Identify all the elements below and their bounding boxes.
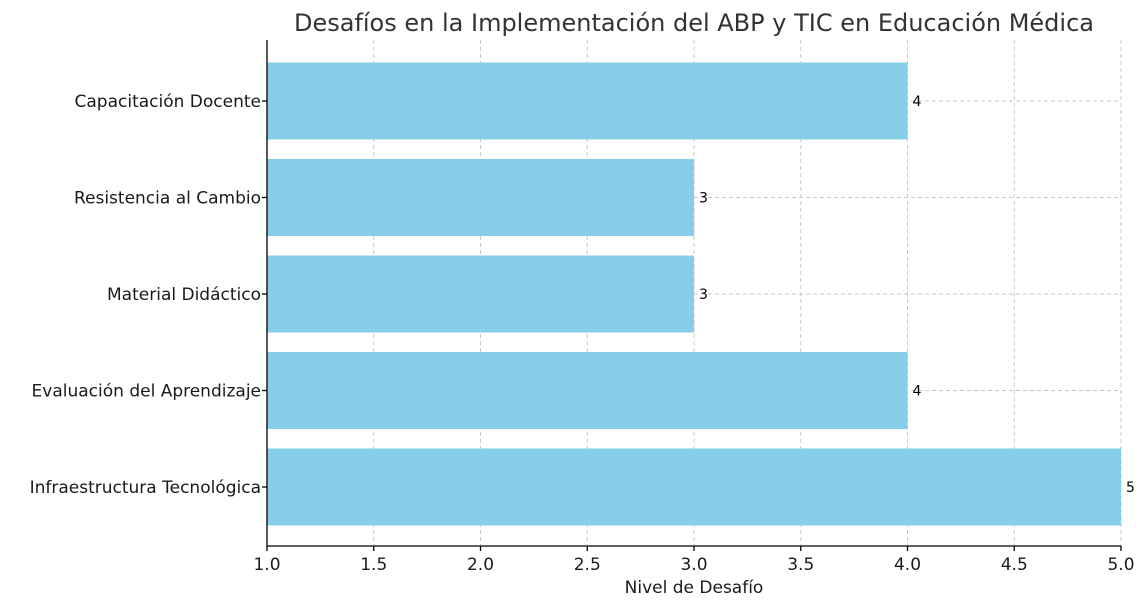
- value-labels-layer: 4 3 3 4 5: [699, 94, 1135, 496]
- x-axis-label: Nivel de Desafío: [625, 578, 764, 598]
- chart-title: Desafíos en la Implementación del ABP y …: [294, 9, 1094, 37]
- x-tick-labels-layer: 1.0 1.5 2.0 2.5 3.0 3.5 4.0 4.5 5.0: [253, 555, 1134, 575]
- bar: [267, 62, 908, 140]
- category-labels-layer: Capacitación Docente Resistencia al Cambi…: [30, 92, 261, 498]
- category-label: Resistencia al Cambio: [74, 189, 261, 209]
- x-tick-label: 2.0: [467, 555, 494, 575]
- bar-value-label: 4: [913, 384, 922, 400]
- bar: [267, 159, 694, 236]
- x-tick-label: 4.0: [894, 555, 921, 575]
- bar: [267, 255, 694, 333]
- x-tick-label: 4.5: [1001, 555, 1028, 575]
- category-label: Infraestructura Tecnológica: [30, 478, 261, 498]
- bar-value-label: 4: [913, 94, 922, 110]
- bar-value-label: 3: [699, 191, 708, 207]
- x-tick-label: 5.0: [1107, 555, 1134, 575]
- x-tick-label: 3.0: [680, 555, 707, 575]
- x-tick-label: 3.5: [787, 555, 814, 575]
- category-label: Material Didáctico: [107, 285, 261, 305]
- category-label: Evaluación del Aprendizaje: [32, 382, 261, 402]
- x-tick-label: 1.0: [253, 555, 280, 575]
- bars-layer: [267, 62, 1121, 526]
- axes-layer: [262, 40, 1122, 551]
- bar: [267, 352, 908, 429]
- x-tick-label: 1.5: [360, 555, 387, 575]
- bar: [267, 448, 1121, 526]
- x-tick-label: 2.5: [574, 555, 601, 575]
- bar-value-label: 5: [1126, 480, 1135, 496]
- category-label: Capacitación Docente: [75, 92, 262, 112]
- bar-value-label: 3: [699, 287, 708, 303]
